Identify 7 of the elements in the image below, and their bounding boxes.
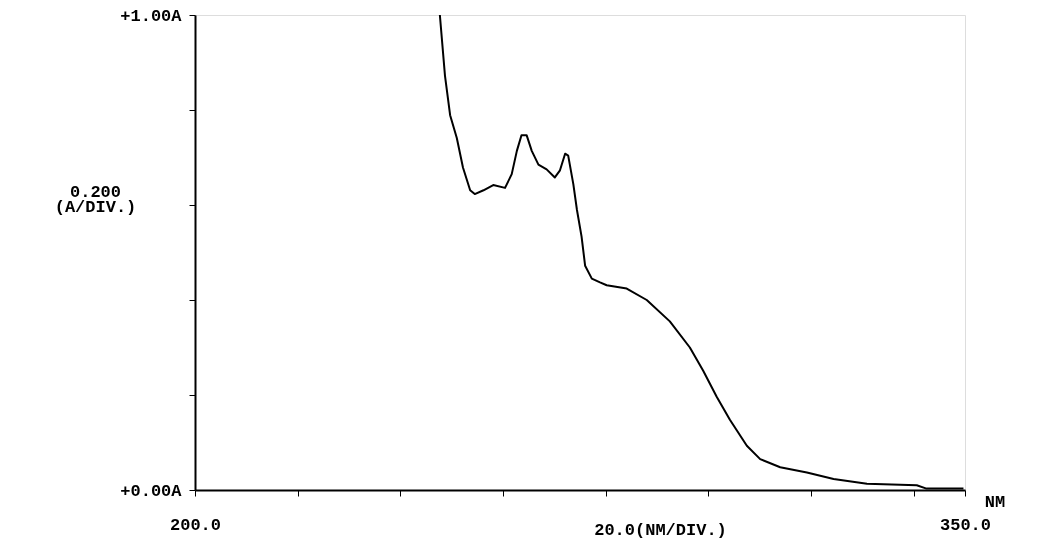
x-axis-title: 20.0(NM/DIV.)	[594, 520, 727, 540]
x-tick-label: 200.0	[169, 515, 222, 535]
y-tick-label: +1.00A	[120, 6, 183, 26]
y-axis-title: 0.200 (A/DIV.)	[54, 182, 137, 217]
x-tick-label: 350.0	[939, 515, 992, 535]
text: NM	[984, 493, 1006, 512]
y-tick-label: +0.00A	[120, 481, 183, 501]
